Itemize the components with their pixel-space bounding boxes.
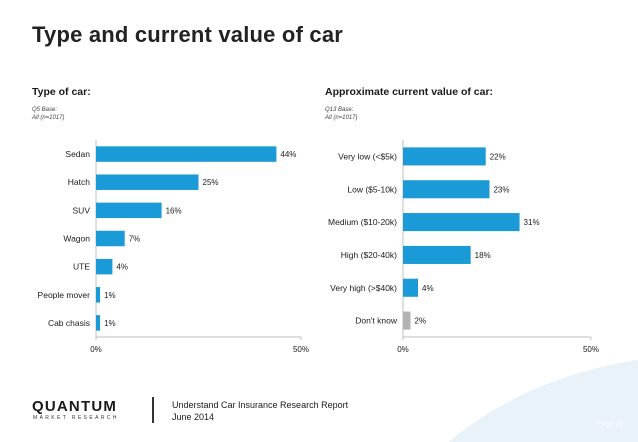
data-label: 23% xyxy=(493,185,509,194)
category-label: Sedan xyxy=(65,149,90,159)
footer-divider xyxy=(152,397,154,423)
category-label: Low ($5-10k) xyxy=(347,184,397,194)
corner-wave-shape xyxy=(448,360,638,442)
bar xyxy=(403,213,520,232)
x-tick-label: 50% xyxy=(293,345,309,354)
chart-left-note-line1: Q5 Base: xyxy=(32,107,58,113)
category-label: Cab chasis xyxy=(48,318,90,328)
data-label: 4% xyxy=(116,263,128,272)
chart-right-title: Approximate current value of car: xyxy=(325,86,494,98)
category-label: SUV xyxy=(73,205,91,215)
data-label: 16% xyxy=(166,206,182,215)
x-tick-label: 0% xyxy=(397,345,409,354)
bar xyxy=(403,278,419,297)
category-label: High ($20-40k) xyxy=(341,250,397,260)
category-label: Hatch xyxy=(68,177,90,187)
data-label: 1% xyxy=(104,319,116,328)
chart-left-base-note: Q5 Base: All (n=1017) xyxy=(32,106,65,122)
chart-right-note-line1: Q13 Base: xyxy=(325,107,354,113)
data-label: 25% xyxy=(203,178,219,187)
bar xyxy=(96,287,101,303)
bar xyxy=(96,202,162,219)
data-label: 18% xyxy=(475,251,491,260)
x-tick-label: 50% xyxy=(583,345,599,354)
chart-left-title: Type of car: xyxy=(32,86,91,98)
data-label: 2% xyxy=(415,317,427,326)
bar xyxy=(403,245,471,264)
bar xyxy=(96,146,277,162)
data-label: 7% xyxy=(129,235,141,244)
chart-right-base-note: Q13 Base: All (n=1017) xyxy=(325,106,358,122)
brand-logo-subtitle: MARKET RESEARCH xyxy=(33,415,119,421)
page-number: Page 25 xyxy=(597,421,624,428)
category-label: Very high (>$40k) xyxy=(330,283,397,293)
report-title: Understand Car Insurance Research Report xyxy=(172,400,349,410)
bar xyxy=(96,315,101,331)
bar xyxy=(403,311,411,330)
chart-right-note-line2: All (n=1017) xyxy=(325,115,358,121)
report-date: June 2014 xyxy=(172,412,215,422)
category-label: Don't know xyxy=(355,316,398,326)
brand-logo-name: QUANTUM xyxy=(32,398,118,415)
data-label: 31% xyxy=(524,218,540,227)
data-label: 4% xyxy=(422,284,434,293)
data-label: 22% xyxy=(490,152,506,161)
chart-left-note-line2: All (n=1017) xyxy=(32,115,65,121)
category-label: Medium ($10-20k) xyxy=(328,217,397,227)
bar xyxy=(96,174,199,190)
category-label: Very low (<$5k) xyxy=(338,151,397,161)
bar xyxy=(96,230,125,247)
category-label: UTE xyxy=(73,262,90,272)
bar xyxy=(96,258,113,275)
bar xyxy=(403,180,490,199)
category-label: Wagon xyxy=(63,234,90,244)
category-label: People mover xyxy=(38,290,91,300)
x-tick-label: 0% xyxy=(90,345,102,354)
data-label: 44% xyxy=(280,150,296,159)
data-label: 1% xyxy=(104,291,116,300)
bar xyxy=(403,147,486,166)
page-title: Type and current value of car xyxy=(32,22,344,47)
